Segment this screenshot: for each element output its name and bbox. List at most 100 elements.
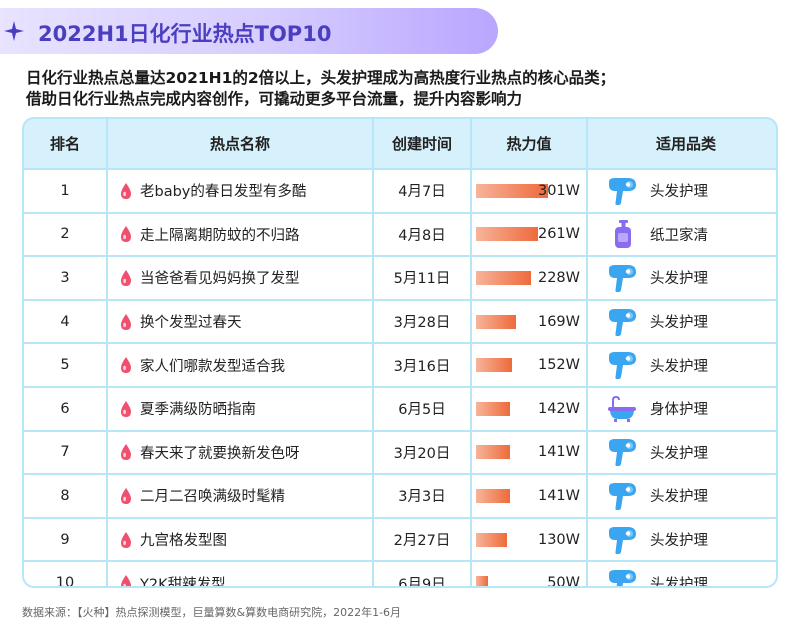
flame-drop-icon [121,226,131,243]
column-header-category: 适用品类 [588,119,776,168]
hair-dryer-icon [606,307,650,337]
heat-value-cell: 130W [472,518,586,561]
heat-value-label: 261W [537,226,580,243]
category-cell: 纸卫家清 [588,213,776,256]
created-date-cell: 3月28日 [374,300,470,343]
category-cell: 头发护理 [588,475,776,517]
rank-number: 4 [60,313,70,330]
rank-cell: 7 [24,431,106,474]
rank-cell: 9 [24,518,106,561]
heat-bar [476,488,510,503]
hotspot-name-cell: 二月二召唤满级时髦精 [108,475,372,517]
created-date-cell: 5月11日 [374,257,470,299]
category-label: 头发护理 [650,576,708,586]
heat-value-cell: 152W [472,344,586,386]
created-date-cell: 4月7日 [374,170,470,212]
flame-drop-icon [121,357,131,374]
column-header-rank: 排名 [24,119,106,168]
hair-dryer-icon [606,350,650,380]
created-date: 3月20日 [393,445,451,462]
hair-dryer-icon [606,437,650,467]
created-date: 3月3日 [398,489,446,506]
soap-bottle-icon [606,219,650,249]
hotspot-name-cell: Y2K甜辣发型 [108,562,372,586]
heat-value-cell: 50W [472,562,586,586]
hotspot-name: 家人们哪款发型适合我 [140,358,285,375]
heat-bar [476,445,510,460]
category-cell: 头发护理 [588,518,776,561]
flame-drop-icon [121,313,131,330]
hotspot-table: 排名 热点名称 创建时间 热力值 适用品类 1 老baby的春日发型有多酷 4月7日… [22,117,778,588]
category-cell: 头发护理 [588,300,776,343]
rank-number: 8 [60,487,70,504]
rank-cell: 4 [24,300,106,343]
hotspot-name: 走上隔离期防蚊的不归路 [140,227,300,244]
page-title: 2022H1日化行业热点TOP10 [38,22,332,46]
heat-bar [476,358,512,373]
hotspot-name: 九宫格发型图 [140,533,227,550]
heat-value-cell: 169W [472,300,586,343]
column-header-name: 热点名称 [108,119,372,168]
created-date-cell: 2月27日 [374,518,470,561]
title-banner [0,8,498,54]
heat-bar [476,401,510,416]
heat-bar [476,532,507,547]
created-date: 3月28日 [393,315,451,332]
rank-number: 7 [60,444,70,461]
flame-drop-icon [121,444,131,461]
heat-value-label: 141W [537,444,580,461]
hotspot-name-cell: 九宫格发型图 [108,518,372,561]
rank-cell: 3 [24,257,106,299]
heat-value-label: 228W [537,269,580,286]
table-grid: 排名 热点名称 创建时间 热力值 适用品类 1 老baby的春日发型有多酷 4月7日… [24,119,776,586]
rank-number: 5 [60,357,70,374]
hotspot-name: 老baby的春日发型有多酷 [140,184,307,201]
rank-number: 10 [55,575,75,586]
hair-dryer-icon [606,568,650,586]
flame-drop-icon [121,531,131,548]
created-date-cell: 3月3日 [374,475,470,517]
category-label: 头发护理 [650,533,708,550]
subtitle-line-1: 日化行业热点总量达2021H1的2倍以上，头发护理成为高热度行业热点的核心品类； [26,69,616,87]
flame-drop-icon [121,182,131,199]
created-date: 3月16日 [393,358,451,375]
subtitle-line-2: 借助日化行业热点完成内容创作，可撬动更多平台流量，提升内容影响力 [26,90,523,108]
heat-bar [476,576,488,586]
rank-number: 6 [60,400,70,417]
rank-cell: 1 [24,170,106,212]
flame-drop-icon [121,487,131,504]
heat-value-cell: 261W [472,213,586,256]
heat-bar [476,183,548,198]
category-cell: 头发护理 [588,170,776,212]
heat-value-label: 169W [537,313,580,330]
heat-value-label: 130W [537,531,580,548]
hotspot-name-cell: 夏季满级防晒指南 [108,387,372,430]
category-cell: 身体护理 [588,387,776,430]
hotspot-name-cell: 家人们哪款发型适合我 [108,344,372,386]
hotspot-name: 二月二召唤满级时髦精 [140,489,285,506]
heat-value-label: 301W [537,182,580,199]
category-label: 纸卫家清 [650,227,708,244]
data-source-note: 数据来源：【火种】热点探测模型，巨量算数&算数电商研究院，2022年1-6月 [22,606,402,619]
hair-dryer-icon [606,525,650,555]
heat-bar [476,314,516,329]
sparkle-icon [4,21,24,41]
created-date-cell: 6月5日 [374,387,470,430]
rank-cell: 8 [24,475,106,517]
heat-value-cell: 228W [472,257,586,299]
created-date: 6月9日 [398,576,446,586]
hotspot-name-cell: 当爸爸看见妈妈换了发型 [108,257,372,299]
heat-bar [476,227,538,242]
flame-drop-icon [121,269,131,286]
hotspot-name: 夏季满级防晒指南 [140,402,256,419]
category-label: 头发护理 [650,445,708,462]
heat-value-cell: 301W [472,170,586,212]
heat-value-cell: 141W [472,475,586,517]
hair-dryer-icon [606,481,650,511]
heat-value-label: 141W [537,487,580,504]
rank-cell: 5 [24,344,106,386]
created-date-cell: 4月8日 [374,213,470,256]
hotspot-name: Y2K甜辣发型 [140,576,226,586]
rank-number: 3 [60,269,70,286]
created-date: 4月8日 [398,227,446,244]
